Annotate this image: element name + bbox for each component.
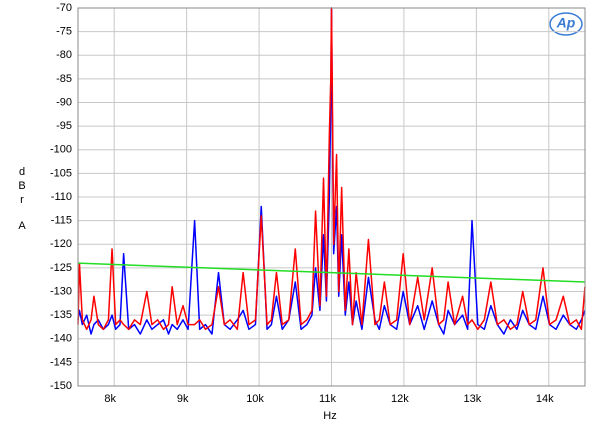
x-tick-label: 11k: [319, 393, 336, 405]
y-tick-label: -135: [50, 309, 72, 321]
y-tick-label: -115: [51, 215, 72, 227]
y-tick-label: -150: [50, 380, 72, 392]
y-axis-label: r: [20, 194, 24, 206]
x-tick-label: 9k: [177, 393, 189, 405]
y-tick-label: -100: [50, 144, 72, 156]
y-tick-label: -110: [51, 191, 72, 203]
y-axis-label: A: [18, 220, 26, 232]
y-tick-label: -75: [56, 26, 72, 38]
y-tick-label: -125: [50, 262, 72, 274]
y-tick-label: -120: [50, 238, 72, 250]
y-tick-label: -95: [56, 120, 72, 132]
y-tick-label: -80: [56, 49, 72, 61]
x-tick-label: 10k: [246, 393, 264, 405]
y-tick-label: -145: [50, 356, 72, 368]
series-line: [77, 7, 586, 335]
y-tick-label: -140: [50, 333, 72, 345]
y-tick-label: -90: [56, 96, 72, 108]
x-axis-label: Hz: [323, 410, 336, 422]
x-tick-label: 8k: [104, 393, 116, 405]
series-line: [77, 7, 586, 331]
y-tick-label: -85: [56, 73, 72, 85]
x-tick-label: 12k: [391, 393, 409, 405]
y-tick-label: -130: [50, 285, 72, 297]
x-tick-label: 14k: [536, 393, 554, 405]
y-axis-label: B: [18, 180, 25, 192]
series-line: [77, 262, 586, 283]
plot-border: [77, 7, 586, 387]
logo-ring: [549, 12, 583, 36]
y-tick-label: -70: [56, 2, 72, 14]
logo: Ap: [556, 15, 576, 31]
y-tick-label: -105: [50, 167, 72, 179]
x-tick-label: 13k: [463, 393, 481, 405]
y-axis-label: d: [19, 166, 25, 178]
